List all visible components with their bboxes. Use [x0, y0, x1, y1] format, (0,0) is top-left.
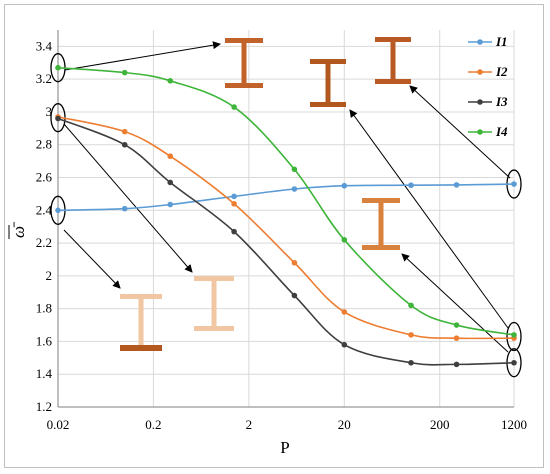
arrow-i1-to-beam3: [409, 85, 511, 179]
y-tick-label: 1.2: [36, 399, 52, 414]
x-tick-label: 1200: [501, 417, 527, 432]
data-point-i1: [341, 182, 348, 189]
y-tick-label: 3.2: [36, 71, 52, 86]
data-point-i1: [291, 186, 298, 192]
beam-bottom-flange: [362, 245, 400, 250]
arrow-i4-to-beam2: [349, 109, 509, 329]
data-point-i2: [341, 309, 348, 315]
beam-section-4: [362, 198, 400, 250]
y-tick-label: 1.8: [36, 301, 52, 316]
beam-web: [241, 38, 247, 88]
data-point-i3: [453, 361, 460, 368]
data-point-i2: [291, 259, 298, 266]
data-point-i1: [511, 181, 517, 187]
data-point-i3: [231, 228, 237, 235]
series-lines: [55, 64, 517, 368]
x-axis-label: P: [280, 438, 289, 457]
data-point-i2: [231, 200, 237, 207]
legend-marker-i4: [477, 129, 483, 135]
data-point-i4: [55, 64, 61, 71]
y-tick-label: 3: [46, 104, 53, 119]
y-tick-label: 2.8: [36, 137, 52, 152]
data-point-i1: [453, 182, 460, 188]
beam-web: [325, 59, 331, 107]
legend-marker-i2: [477, 69, 483, 75]
tick-labels: 1.2 1.4 1.6 1.8 2 2.2 2.4 2.6 2.8 3 3.2 3.4 0.02 0.2 2…: [36, 38, 527, 432]
data-point-i3: [121, 141, 128, 148]
beam-web: [378, 198, 384, 250]
data-point-i4: [408, 302, 414, 309]
beam-bottom-flange: [194, 326, 234, 331]
legend-label-i3: I3: [495, 94, 508, 109]
y-axis-label: ω̄: [9, 221, 28, 238]
x-tick-label: 200: [430, 417, 450, 432]
data-point-i2: [453, 335, 460, 341]
legend-marker-i1: [477, 39, 483, 45]
y-tick-label: 3.4: [36, 38, 53, 53]
x-tick-label: 2: [246, 417, 253, 432]
y-tick-label: 2.4: [36, 202, 53, 217]
data-point-i4: [341, 237, 348, 243]
arrow-i4-to-beam1: [64, 41, 221, 71]
beam-bottom-flange: [375, 79, 411, 84]
arrow-i2-to-beam6: [63, 123, 193, 273]
data-point-i1: [231, 193, 237, 200]
beam-bottom-flange: [310, 102, 346, 107]
beam-section-3: [375, 37, 411, 84]
beam-section-6: [194, 276, 234, 331]
legend: I1 I2 I3 I4: [468, 34, 508, 139]
data-point-i3: [341, 341, 348, 348]
beam-web: [138, 294, 144, 350]
data-point-i3: [167, 179, 174, 186]
y-tick-label: 1.4: [36, 366, 53, 381]
axes: [8, 30, 514, 408]
y-tick-label: 2.2: [36, 235, 52, 250]
data-point-i3: [291, 292, 298, 299]
x-tick-label: 20: [338, 417, 351, 432]
beam-web: [390, 37, 396, 84]
data-point-i1: [167, 201, 174, 208]
data-point-i3: [408, 359, 414, 366]
data-point-i2: [121, 128, 128, 135]
data-point-i4: [453, 322, 460, 328]
beam-web: [211, 276, 217, 331]
arrow-i3-to-beam4: [401, 253, 509, 353]
data-point-i4: [231, 104, 237, 110]
chart-frame: [4, 4, 544, 468]
y-tick-label: 2.6: [36, 170, 53, 185]
data-point-i3: [55, 115, 61, 122]
beam-section-1: [225, 38, 263, 88]
data-point-i1: [55, 207, 61, 214]
beam-section-5-accent: [120, 345, 162, 351]
y-tick-label: 1.6: [36, 333, 53, 348]
beam-bottom-flange: [225, 83, 263, 88]
end-marker-i4-right: [506, 321, 522, 352]
data-point-i2: [408, 332, 414, 338]
data-point-i4: [291, 166, 298, 173]
x-tick-label: 0.02: [47, 417, 70, 432]
x-tick-label: 0.2: [145, 417, 161, 432]
arrow-i1-to-beam5: [63, 229, 121, 289]
legend-label-i1: I1: [495, 34, 508, 49]
series-line-i1: [57, 183, 515, 212]
legend-label-i2: I2: [495, 64, 508, 79]
data-point-i4: [121, 69, 128, 76]
data-point-i4: [167, 78, 174, 84]
legend-marker-i3: [477, 99, 483, 105]
series-line-i2: [57, 116, 515, 340]
data-point-i1: [408, 182, 414, 189]
data-point-i1: [121, 205, 128, 212]
beam-section-2: [310, 59, 346, 107]
data-point-i2: [167, 153, 174, 160]
legend-label-i4: I4: [495, 124, 508, 139]
beam-sections: [50, 37, 522, 378]
data-point-i4: [511, 332, 517, 338]
y-tick-label: 2: [46, 268, 53, 283]
data-point-i3: [511, 359, 517, 366]
